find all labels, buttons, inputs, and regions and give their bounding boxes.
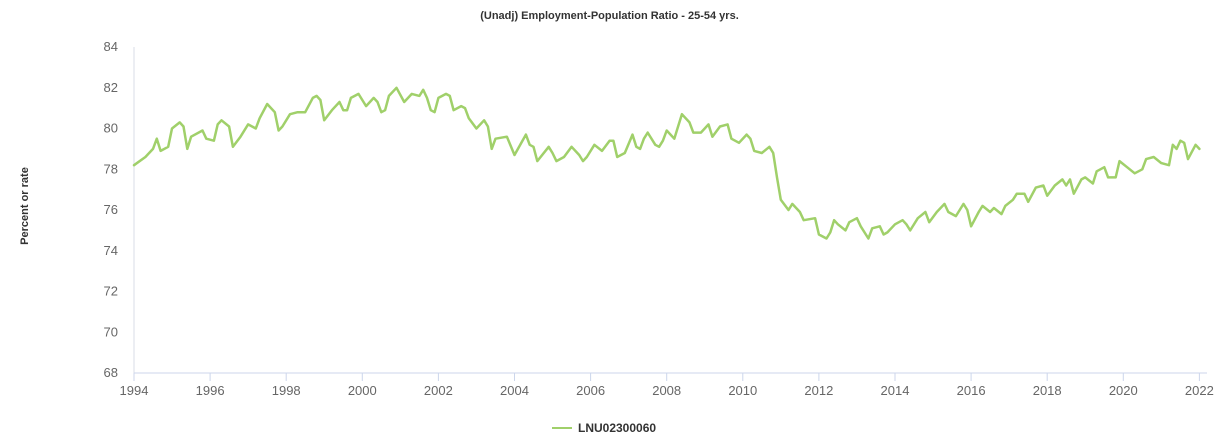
y-tick-label: 76 [104,202,118,217]
y-tick-label: 70 [104,324,118,339]
x-tick-label: 2016 [957,383,986,398]
x-tick-label: 1998 [272,383,301,398]
y-tick-label: 84 [104,39,118,54]
series-line [132,86,1201,240]
legend-label: LNU02300060 [578,421,657,435]
x-tick-label: 2010 [728,383,757,398]
x-tick-label: 2006 [576,383,605,398]
x-tick-label: 2002 [424,383,453,398]
y-tick-label: 68 [104,365,118,380]
x-tick-label: 2012 [804,383,833,398]
x-tick-label: 2022 [1185,383,1214,398]
x-tick-label: 2008 [652,383,681,398]
legend-swatch [552,427,572,429]
y-tick-label: 78 [104,161,118,176]
y-tick-label: 80 [104,121,118,136]
y-tick-label: 74 [104,243,118,258]
x-tick-label: 2004 [500,383,529,398]
chart-title: (Unadj) Employment-Population Ratio - 25… [480,10,739,22]
x-tick-label: 2020 [1109,383,1138,398]
y-tick-label: 72 [104,284,118,299]
y-tick-label: 82 [104,80,118,95]
x-tick-label: 2014 [881,383,910,398]
x-tick-label: 2000 [348,383,377,398]
legend[interactable]: LNU02300060 [552,419,656,437]
x-tick-label: 1996 [196,383,225,398]
x-tick-label: 1994 [120,383,149,398]
x-tick-label: 2018 [1033,383,1062,398]
